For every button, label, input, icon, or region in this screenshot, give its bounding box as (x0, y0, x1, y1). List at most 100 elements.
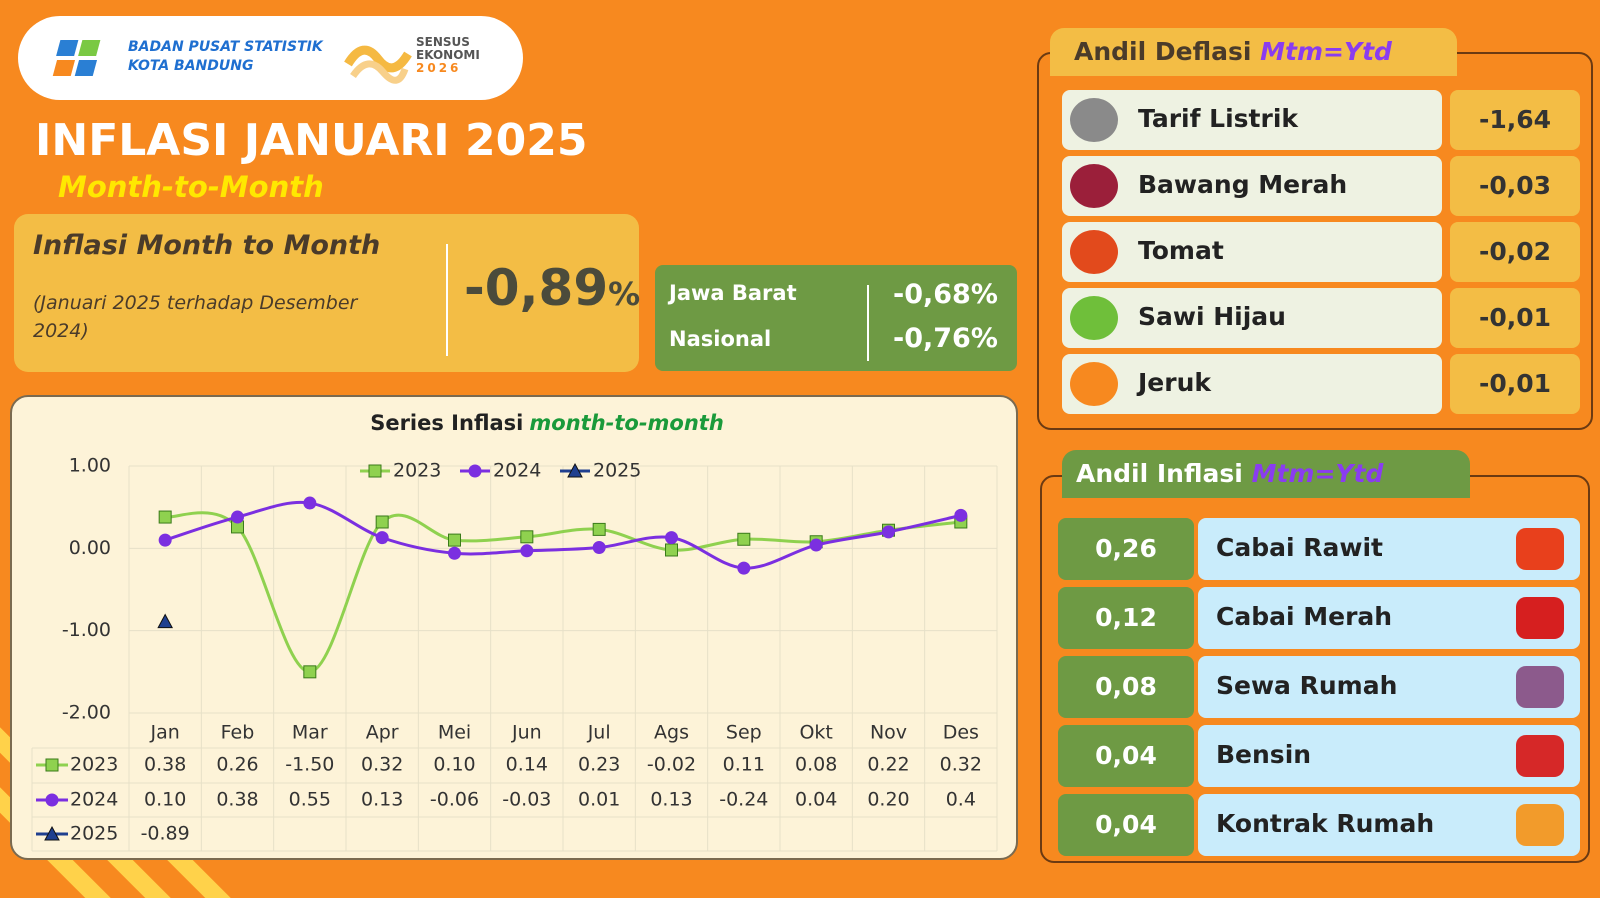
panel-highlight: Mtm=Ytd (1251, 459, 1384, 488)
point (520, 530, 534, 544)
legend-marker (567, 462, 583, 478)
point (737, 561, 751, 575)
value-box: -0,03 (1450, 156, 1580, 216)
item-icon (1070, 362, 1118, 406)
item-icon (1070, 164, 1118, 208)
table-value: -0.06 (430, 789, 479, 811)
page-subtitle: Month-to-Month (58, 170, 324, 204)
legend-marker (368, 464, 382, 478)
table-value: -0.24 (719, 789, 768, 811)
table-value: 0.38 (216, 789, 258, 811)
table-marker (45, 793, 59, 807)
x-tick-label: Jun (511, 722, 542, 744)
item-box: Cabai Merah (1198, 587, 1580, 649)
item-name: Kontrak Rumah (1216, 809, 1435, 838)
table-value: 0.13 (361, 789, 403, 811)
table-value: 0.14 (506, 754, 548, 776)
item-name: Bensin (1216, 740, 1312, 769)
point (954, 508, 968, 522)
item-value: -0,01 (1478, 303, 1552, 332)
y-tick-label: -2.00 (62, 702, 111, 724)
item-icon (1070, 98, 1118, 142)
point (303, 496, 317, 510)
table-marker (45, 758, 59, 772)
census-logo (344, 45, 412, 84)
item-box: Bawang Merah (1062, 156, 1442, 216)
x-tick-label: Mei (438, 722, 471, 744)
item-value: 0,04 (1095, 810, 1157, 839)
table-marker (44, 825, 60, 841)
point (448, 533, 461, 547)
divider (867, 285, 869, 361)
point (665, 543, 678, 557)
point (737, 532, 751, 546)
point (448, 546, 461, 560)
item-name: Sawi Hijau (1138, 302, 1286, 331)
census-line: SENSUS (416, 35, 470, 49)
bps-logo (52, 40, 101, 76)
summary-card: Inflasi Month to Month (Januari 2025 ter… (14, 214, 640, 372)
table-value: 0.4 (946, 789, 976, 811)
item-value: -0,02 (1478, 237, 1552, 266)
item-value: 0,12 (1095, 603, 1157, 632)
summary-label: Inflasi Month to Month (33, 230, 381, 261)
x-tick-label: Nov (870, 722, 907, 744)
item-value: 0,26 (1095, 534, 1157, 563)
table-value: -0.89 (141, 823, 190, 845)
table-value: 0.20 (867, 789, 909, 811)
table-value: -0.02 (647, 754, 696, 776)
point (375, 531, 389, 545)
item-icon (1070, 230, 1118, 274)
chart-panel: Series Inflasi month-to-month 1.00 0.00 -1.0… (10, 395, 1018, 860)
item-box: Bensin (1198, 725, 1580, 787)
item-box: Sawi Hijau (1062, 288, 1442, 348)
panel-highlight: Mtm=Ytd (1260, 37, 1392, 66)
value-box: 0,26 (1058, 518, 1194, 580)
item-box: Jeruk (1062, 354, 1442, 414)
table-value: 0.01 (578, 789, 620, 811)
point (592, 522, 606, 536)
point (231, 510, 244, 524)
panel-title: Andil Inflasi (1076, 459, 1243, 488)
region-value: -0,76% (893, 323, 998, 354)
table-value: 0.26 (216, 754, 258, 776)
value-box: 0,04 (1058, 794, 1194, 856)
census-line: 2026 (416, 61, 462, 75)
value-box: -1,64 (1450, 90, 1580, 150)
chart: Series Inflasi month-to-month 1.00 0.00 -1.0… (31, 411, 998, 852)
point (882, 525, 895, 539)
item-box: Kontrak Rumah (1198, 794, 1580, 856)
table-value: 0.22 (867, 754, 909, 776)
x-tick-label: Mar (292, 722, 328, 744)
chart-title-highlight: month-to-month (529, 411, 723, 435)
item-name: Cabai Merah (1216, 602, 1393, 631)
x-tick-label: Apr (366, 722, 399, 744)
y-tick-label: 0.00 (69, 537, 111, 559)
point (809, 538, 823, 552)
point (158, 533, 172, 547)
region-name: Jawa Barat (669, 281, 797, 305)
table-value: 0.11 (723, 754, 765, 776)
point (375, 515, 389, 529)
inflation-title: Andil Inflasi Mtm=Ytd (1062, 450, 1470, 498)
item-box: Tarif Listrik (1062, 90, 1442, 150)
table-value: 0.13 (650, 789, 692, 811)
point (303, 665, 317, 679)
header: BADAN PUSAT STATISTIK KOTA BANDUNG SENSU… (18, 16, 523, 100)
y-tick-label: -1.00 (62, 619, 111, 641)
item-name: Tarif Listrik (1138, 104, 1299, 133)
item-value: 0,08 (1095, 672, 1157, 701)
value-box: -0,02 (1450, 222, 1580, 282)
item-icon (1516, 666, 1564, 708)
item-name: Cabai Rawit (1216, 533, 1383, 562)
table-value: -0.03 (502, 789, 551, 811)
legend-marker (468, 464, 482, 478)
x-tick-label: Feb (221, 722, 255, 744)
x-tick-label: Des (943, 722, 979, 744)
item-icon (1516, 528, 1564, 570)
chart-title: Series Inflasi month-to-month (370, 411, 724, 435)
x-tick-label: Jan (150, 722, 180, 744)
table-value: 0.32 (361, 754, 403, 776)
region-name: Nasional (669, 327, 772, 351)
